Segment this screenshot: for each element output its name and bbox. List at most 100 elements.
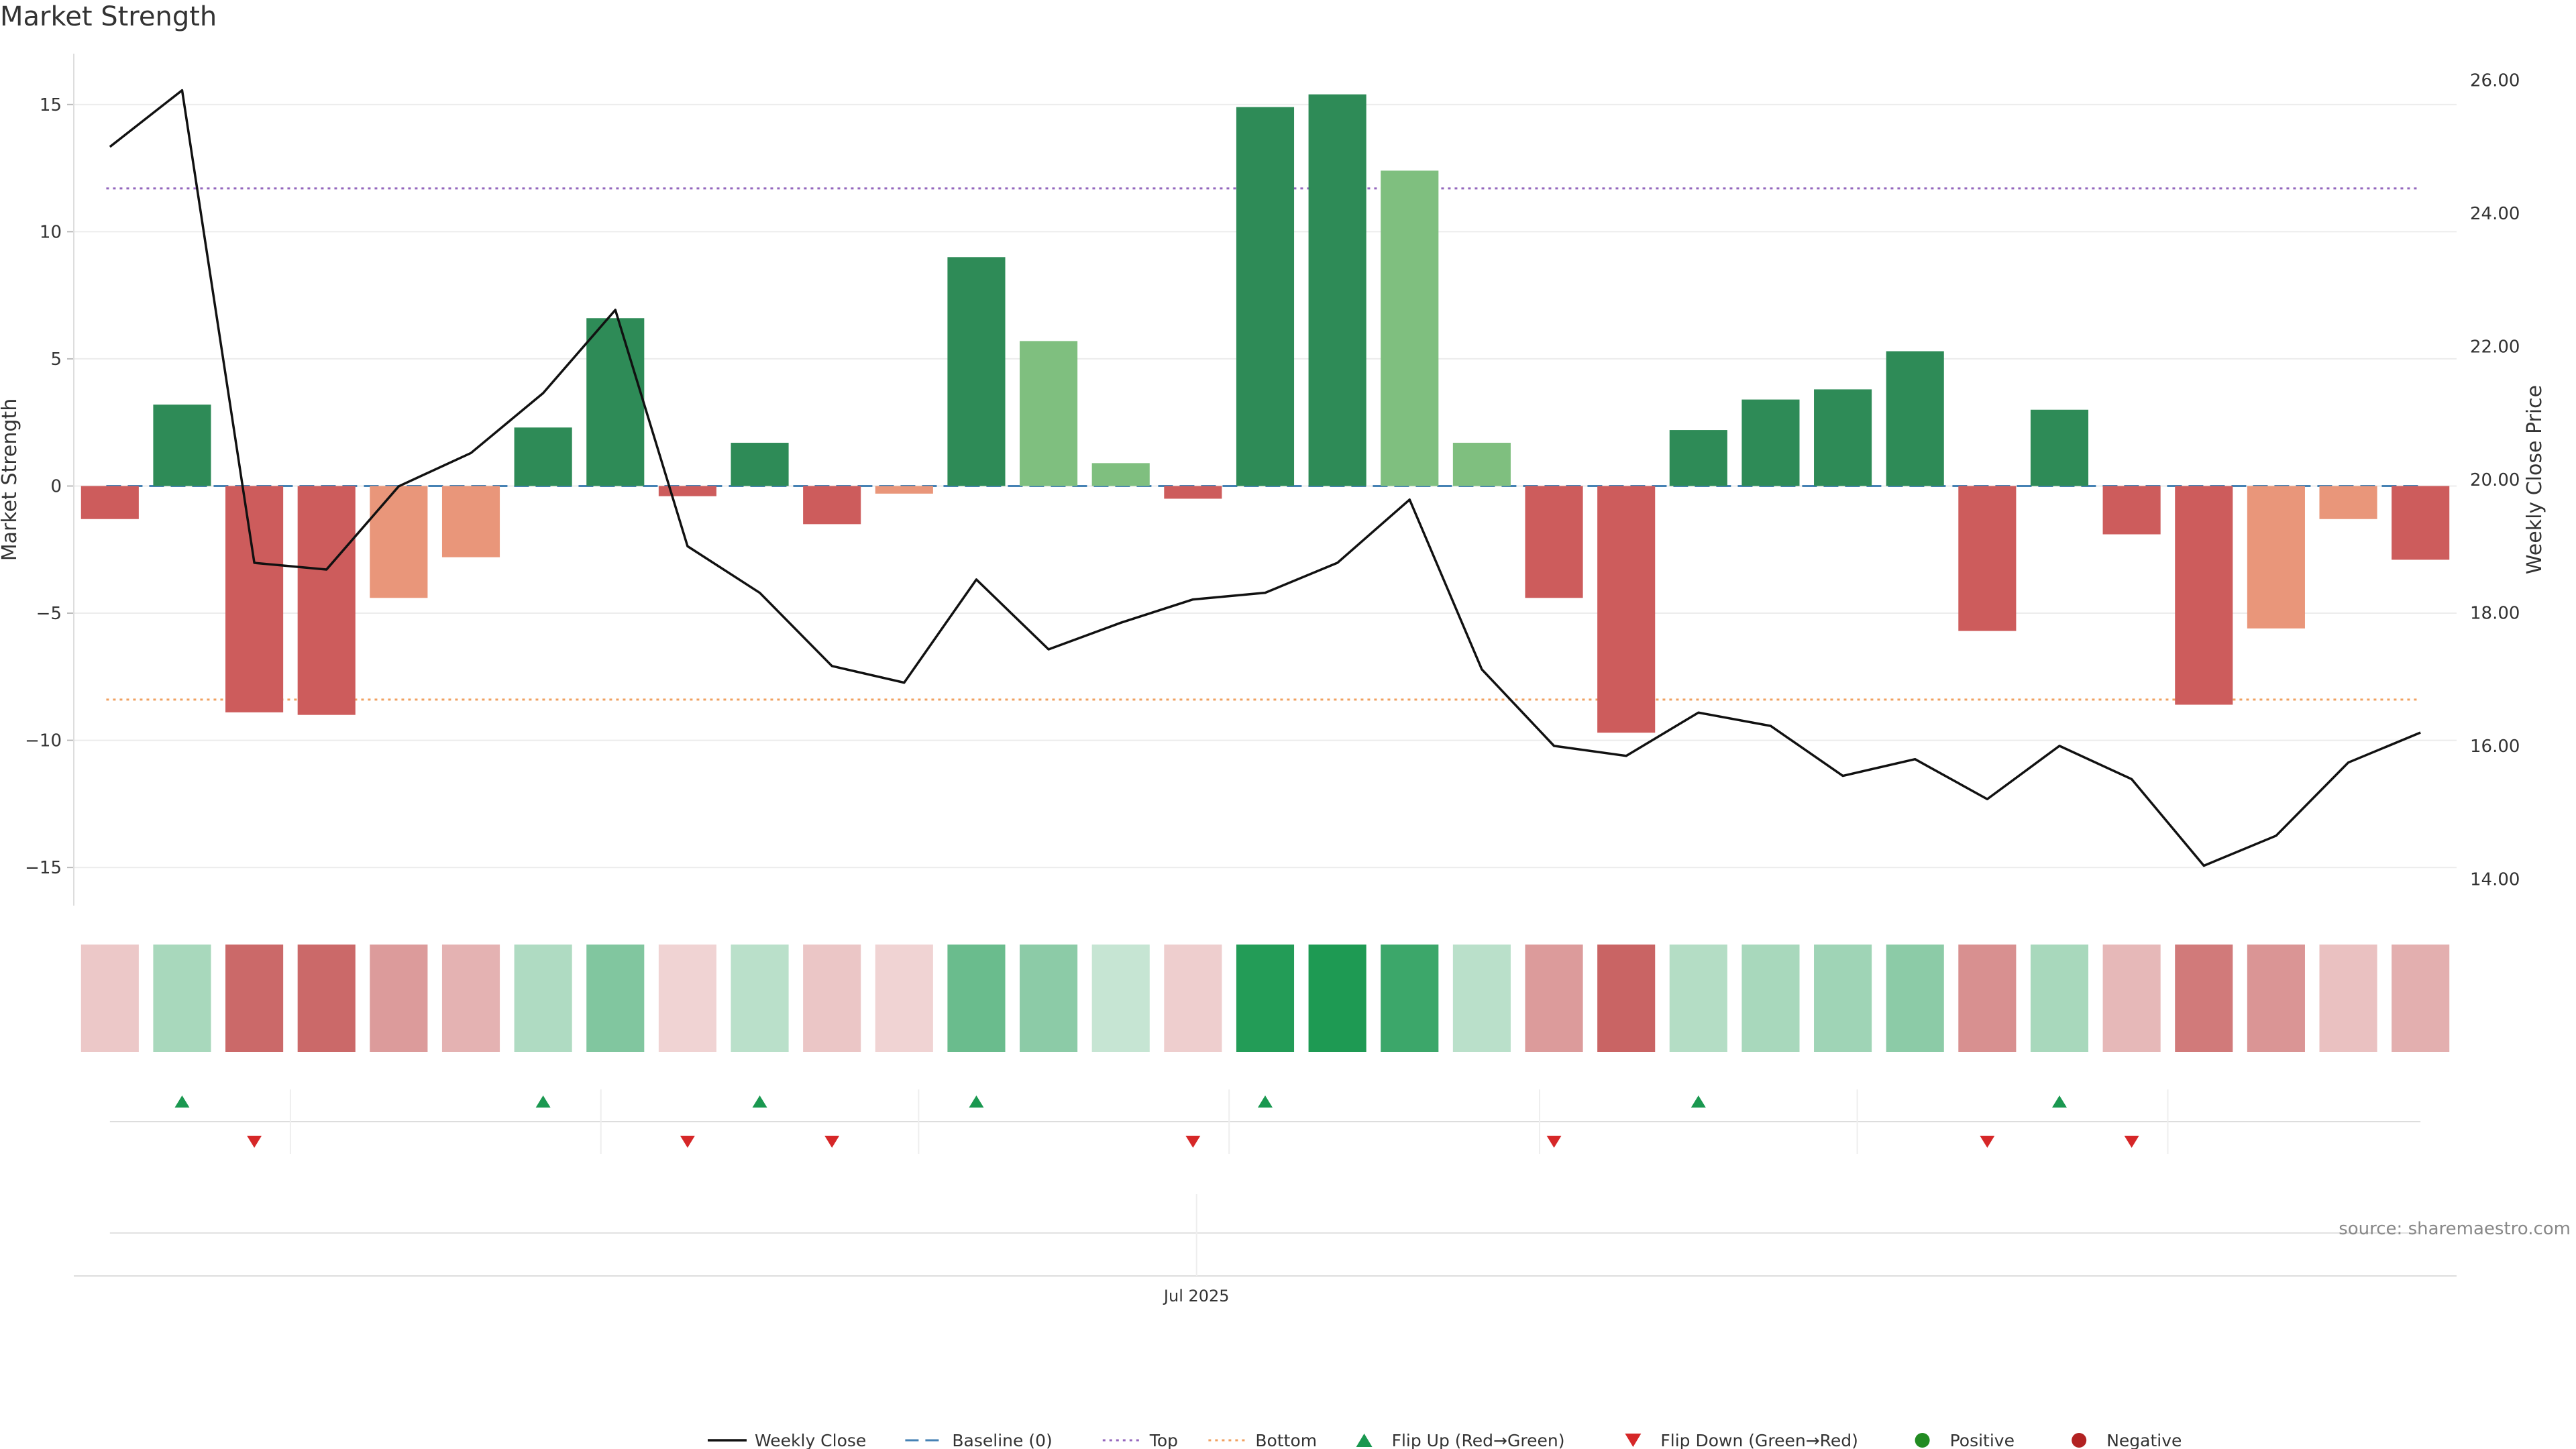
y-tick-label: 0: [50, 476, 62, 496]
heat-cell: [658, 945, 716, 1052]
heat-cell: [1525, 945, 1583, 1052]
legend-label: Bottom: [1255, 1431, 1317, 1449]
heat-cell: [2247, 945, 2305, 1052]
x-axis: Jul 2025: [74, 1194, 2457, 1305]
heat-cell: [80, 945, 139, 1052]
weekly-close-series: [109, 89, 2421, 867]
y-tick-label: −10: [25, 731, 62, 751]
heat-cell: [1020, 945, 1078, 1052]
legend-item: Baseline (0): [905, 1431, 1053, 1449]
y-tick-label: −5: [36, 604, 62, 624]
heat-cell: [1091, 945, 1150, 1052]
strength-bar: [80, 486, 139, 519]
strength-bar: [2102, 486, 2161, 535]
strength-bar: [2392, 486, 2450, 560]
heat-cell: [1236, 945, 1295, 1052]
legend-item: Weekly Close: [708, 1431, 866, 1449]
strength-bar: [514, 427, 572, 486]
strength-bar: [1381, 170, 1439, 486]
legend-swatch-flip-down: [1625, 1434, 1642, 1447]
strength-bar: [658, 486, 716, 496]
legend-label: Baseline (0): [952, 1431, 1052, 1449]
y2-tick-label: 16.00: [2470, 737, 2520, 757]
legend-label: Flip Down (Green→Red): [1660, 1431, 1858, 1449]
legend-item: Flip Down (Green→Red): [1625, 1431, 1858, 1449]
y2-axis-title: Weekly Close Price: [2523, 385, 2546, 574]
heat-cell: [1814, 945, 1872, 1052]
legend-item: Negative: [2072, 1431, 2182, 1449]
flip-up-marker: [174, 1095, 190, 1108]
heat-cell: [1381, 945, 1439, 1052]
y-tick-label: 15: [40, 95, 62, 115]
legend-label: Negative: [2106, 1431, 2182, 1449]
strength-bar: [1669, 430, 1727, 486]
heat-cell: [1958, 945, 2017, 1052]
heat-cell: [947, 945, 1006, 1052]
source-credit: source: sharemaestro.com: [2339, 1219, 2571, 1239]
strength-bar: [1236, 107, 1295, 486]
flip-up-marker: [969, 1095, 984, 1108]
legend-label: Weekly Close: [755, 1431, 866, 1449]
flip-down-marker: [1980, 1136, 1995, 1148]
heat-cell: [803, 945, 861, 1052]
strength-bar: [1020, 341, 1078, 486]
heat-cell: [1452, 945, 1511, 1052]
strength-bar: [2030, 409, 2089, 486]
heat-cell: [875, 945, 933, 1052]
y2-tick-label: 20.00: [2470, 470, 2520, 490]
flip-up-marker: [1258, 1095, 1273, 1108]
strength-bar: [2175, 486, 2233, 705]
heat-cell: [2392, 945, 2450, 1052]
y-tick-label: 5: [50, 350, 62, 370]
y-axis-title: Market Strength: [0, 398, 21, 561]
flip-down-marker: [1185, 1136, 1201, 1148]
flip-up-marker: [2052, 1095, 2067, 1108]
strength-bar: [1525, 486, 1583, 598]
heat-cell: [2319, 945, 2377, 1052]
legend-item: Positive: [1915, 1431, 2015, 1449]
legend-label: Positive: [1950, 1431, 2015, 1449]
strength-bar: [1958, 486, 2017, 631]
strength-bar: [2319, 486, 2377, 519]
strength-bar: [875, 486, 933, 494]
flip-markers: [109, 1089, 2421, 1154]
heat-cell: [1164, 945, 1222, 1052]
y2-tick-label: 24.00: [2470, 204, 2520, 224]
flip-down-marker: [824, 1136, 840, 1148]
heat-strip: [80, 945, 2450, 1052]
legend: Weekly Close Baseline (0) Top Bottom Flip Up…: [708, 1431, 2182, 1449]
y-tick-label: −15: [25, 858, 62, 878]
flip-down-marker: [247, 1136, 262, 1148]
strength-bar: [1308, 94, 1366, 486]
legend-item: Flip Up (Red→Green): [1356, 1431, 1565, 1449]
y2-tick-label: 14.00: [2470, 869, 2520, 890]
heat-cell: [1597, 945, 1656, 1052]
heat-cell: [153, 945, 211, 1052]
heat-cell: [441, 945, 500, 1052]
heat-cell: [1669, 945, 1727, 1052]
weekly-close-line: [109, 89, 2421, 867]
heat-cell: [2030, 945, 2089, 1052]
legend-label: Flip Up (Red→Green): [1392, 1431, 1565, 1449]
strength-bar: [1741, 399, 1800, 486]
legend-swatch-negative: [2072, 1433, 2087, 1448]
strength-bar: [1164, 486, 1222, 499]
legend-swatch-positive: [1915, 1433, 1930, 1448]
legend-item: Bottom: [1208, 1431, 1317, 1449]
heat-cell: [1741, 945, 1800, 1052]
strength-bar: [2247, 486, 2305, 629]
flip-down-marker: [680, 1136, 695, 1148]
flip-up-marker: [752, 1095, 767, 1108]
flip-down-marker: [1546, 1136, 1562, 1148]
strength-bar: [947, 257, 1006, 486]
flip-up-marker: [535, 1095, 551, 1108]
heat-cell: [2175, 945, 2233, 1052]
heat-cell: [225, 945, 284, 1052]
strength-bars: [80, 94, 2450, 733]
y2-tick-label: 22.00: [2470, 337, 2520, 358]
strength-bar: [1091, 463, 1150, 486]
strength-bar: [441, 486, 500, 557]
legend-label: Top: [1149, 1431, 1178, 1449]
strength-bar: [1886, 351, 1944, 486]
